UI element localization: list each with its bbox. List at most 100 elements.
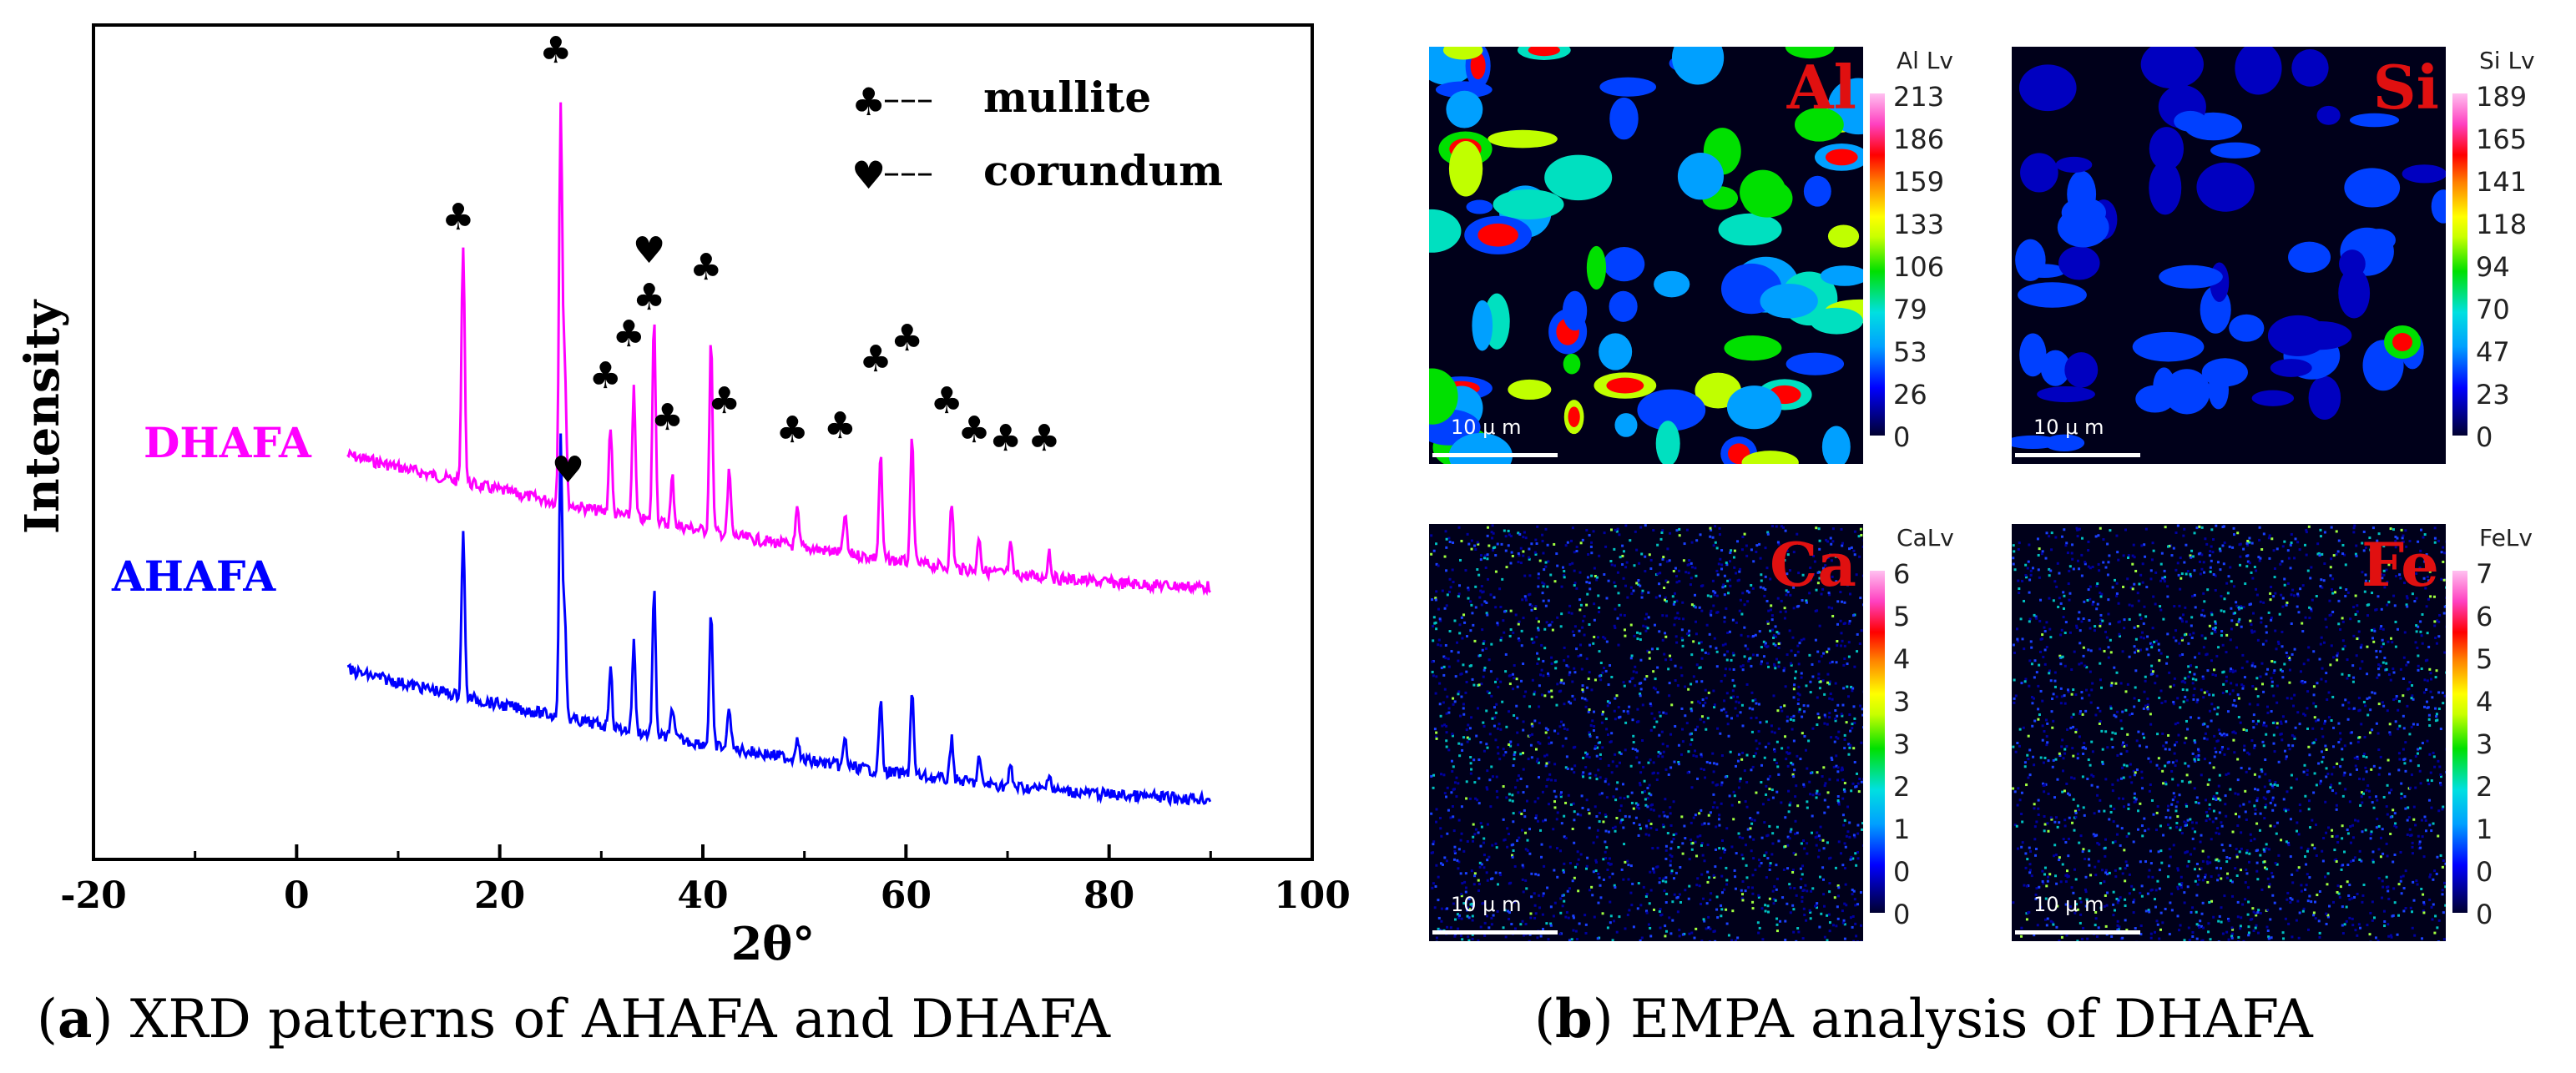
map-speck: [1622, 709, 1625, 713]
map-speck: [2388, 791, 2392, 794]
map-speck: [2166, 545, 2169, 548]
map-speck: [2107, 656, 2110, 659]
map-speck: [1623, 797, 1626, 800]
map-speck: [1712, 874, 1715, 877]
map-speck: [2051, 698, 2054, 701]
map-speck: [2422, 909, 2425, 913]
map-speck: [1811, 793, 1815, 797]
map-speck: [2387, 885, 2390, 889]
map-speck: [2348, 898, 2351, 901]
map-speck: [1786, 867, 1790, 870]
map-speck: [2041, 699, 2044, 703]
map-speck: [2143, 736, 2146, 739]
map-speck: [1755, 747, 1759, 750]
map-speck: [1748, 707, 1751, 710]
map-speck: [1453, 934, 1457, 938]
map-speck: [1758, 542, 1761, 546]
map-speck: [2111, 841, 2114, 844]
map-speck: [2360, 859, 2363, 863]
map-speck: [1669, 824, 1673, 827]
map-speck: [1814, 638, 1817, 642]
map-speck: [1559, 791, 1563, 794]
map-speck: [1816, 582, 1820, 585]
map-speck: [2021, 841, 2024, 844]
map-speck: [1476, 798, 1479, 802]
map-speck: [1456, 859, 1459, 862]
map-speck: [1783, 559, 1786, 562]
map-speck: [2168, 933, 2171, 936]
map-speck: [2259, 812, 2262, 815]
map-speck: [2253, 744, 2256, 748]
map-speck: [2442, 612, 2446, 615]
map-speck: [2275, 863, 2279, 866]
map-speck: [2194, 759, 2197, 763]
map-speck: [1715, 806, 1719, 809]
map-speck: [2429, 873, 2432, 876]
map-speck: [2053, 820, 2057, 824]
map-speck: [2251, 662, 2255, 665]
map-image-ca: [1429, 524, 1863, 941]
map-speck: [2356, 819, 2360, 823]
map-speck: [2184, 606, 2187, 609]
map-speck: [1474, 606, 1477, 609]
map-speck: [1478, 861, 1482, 864]
map-speck: [2205, 653, 2208, 657]
map-speck: [1728, 578, 1731, 582]
map-speck: [2223, 734, 2226, 738]
map-speck: [1635, 582, 1639, 585]
map-speck: [1556, 564, 1559, 567]
map-speck: [2264, 866, 2267, 869]
map-speck: [1720, 567, 1724, 571]
map-speck: [2427, 579, 2431, 582]
map-speck: [2320, 578, 2323, 582]
map-speck: [2437, 708, 2441, 711]
map-speck: [2290, 773, 2293, 777]
map-speck: [1578, 571, 1582, 574]
map-speck: [2106, 573, 2109, 577]
map-speck: [2211, 551, 2215, 554]
map-speck: [2213, 628, 2216, 632]
map-speck: [2149, 889, 2153, 892]
map-speck: [1710, 892, 1713, 895]
map-speck: [1765, 599, 1769, 602]
map-speck: [1843, 733, 1846, 737]
map-speck: [2237, 606, 2240, 609]
map-speck: [2035, 617, 2038, 620]
map-speck: [1530, 637, 1533, 641]
map-speck: [2139, 860, 2142, 864]
map-speck: [1681, 852, 1685, 855]
colorbar-tick-8: 0: [2476, 421, 2493, 453]
map-speck: [1670, 703, 1674, 707]
map-speck: [2241, 653, 2245, 657]
map-speck: [2418, 567, 2422, 570]
map-speck: [2154, 930, 2157, 934]
map-speck: [1790, 761, 1793, 764]
map-speck: [2147, 875, 2150, 879]
map-speck: [2291, 744, 2295, 748]
map-speck: [1842, 919, 1846, 922]
map-speck: [2290, 697, 2293, 700]
map-speck: [2382, 795, 2386, 798]
map-speck: [1454, 675, 1457, 678]
map-speck: [2210, 613, 2214, 617]
map-speck: [2381, 577, 2384, 580]
map-speck: [2285, 603, 2288, 607]
map-speck: [2169, 901, 2172, 904]
map-speck: [1483, 934, 1487, 938]
map-speck: [2182, 679, 2185, 683]
map-speck: [2188, 781, 2191, 784]
map-speck: [2183, 561, 2186, 564]
map-speck: [1700, 657, 1704, 660]
map-speck: [1509, 609, 1513, 612]
map-speck: [2321, 727, 2324, 730]
map-speck: [2375, 656, 2378, 659]
map-speck: [1463, 621, 1467, 624]
map-speck: [2269, 592, 2272, 595]
map-speck: [1496, 909, 1499, 913]
map-speck: [2048, 535, 2051, 538]
map-speck: [2053, 580, 2057, 583]
map-speck: [2310, 607, 2313, 611]
map-speck: [1541, 581, 1544, 584]
map-speck: [1721, 586, 1725, 589]
map-blob: [2132, 331, 2205, 362]
